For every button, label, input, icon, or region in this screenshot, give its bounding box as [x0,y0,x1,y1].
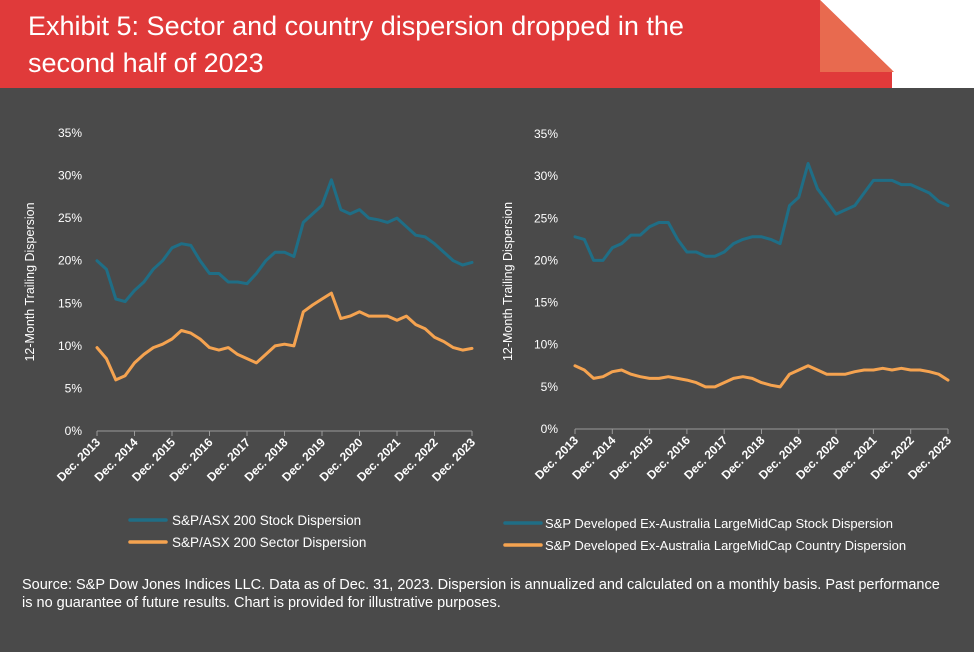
chart-1: 0% 5% 10% 15% 20% 25% 30% 35% 12-Month Trailing … [23,126,478,550]
legend-label: S&P/ASX 200 Sector Dispersion [172,535,366,550]
page-title: Exhibit 5: Sector and country dispersion… [28,8,818,82]
y-tick-label: 20% [58,254,82,268]
header: Exhibit 5: Sector and country dispersion… [0,0,974,88]
series-line-1 [573,162,950,262]
y-tick-label: 20% [534,253,558,267]
y-tick-label: 5% [541,380,559,394]
y-tick-label: 25% [58,211,82,225]
legend-label: S&P/ASX 200 Stock Dispersion [172,513,361,528]
y-tick-label: 0% [541,422,559,436]
y-tick-label: 10% [58,339,82,353]
y-tick-label: 15% [534,296,558,310]
series-line-2 [573,364,950,389]
title-line-1: Exhibit 5: Sector and country dispersion… [28,11,684,41]
y-axis-label: 12-Month Trailing Dispersion [501,202,515,361]
y-tick-label: 35% [58,126,82,140]
y-tick-label: 30% [58,169,82,183]
charts-area: 0% 5% 10% 15% 20% 25% 30% 35% 12-Month Trailing … [23,126,954,553]
y-tick-label: 10% [534,338,558,352]
title-line-2: second half of 2023 [28,48,264,78]
series-line-2 [95,291,474,382]
legend-label: S&P Developed Ex-Australia LargeMidCap S… [545,516,893,531]
y-tick-label: 30% [534,169,558,183]
y-tick-label: 15% [58,296,82,310]
y-tick-label: 5% [65,381,83,395]
y-tick-label: 25% [534,211,558,225]
series-line-1 [95,178,474,304]
y-tick-label: 35% [534,127,558,141]
legend-label: S&P Developed Ex-Australia LargeMidCap C… [545,538,906,553]
y-tick-label: 0% [65,424,83,438]
y-axis-label: 12-Month Trailing Dispersion [23,202,37,361]
title-banner [0,0,892,88]
source-note: Source: S&P Dow Jones Indices LLC. Data … [22,577,940,610]
corner-fold-icon [820,0,894,72]
chart-2: 0% 5% 10% 15% 20% 25% 30% 35% 12-Month Trailing … [501,127,954,553]
